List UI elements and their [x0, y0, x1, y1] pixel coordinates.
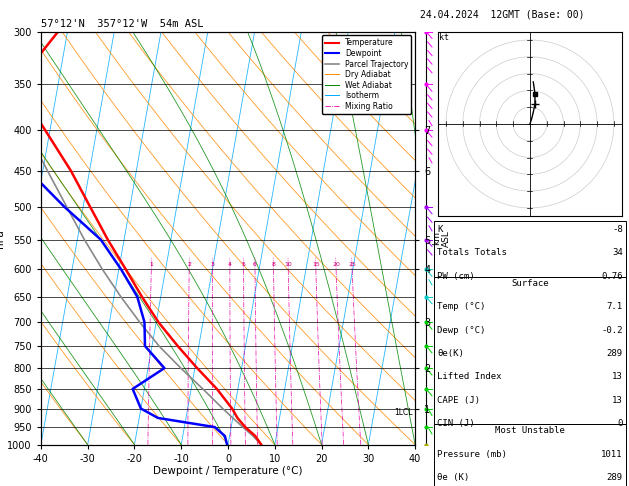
Text: -8: -8	[612, 225, 623, 234]
Text: 289: 289	[606, 349, 623, 358]
Text: 1LCL: 1LCL	[394, 408, 413, 417]
Text: kt: kt	[439, 33, 449, 42]
Text: θe (K): θe (K)	[437, 473, 469, 482]
Text: 1: 1	[150, 261, 153, 266]
Text: 5: 5	[242, 261, 245, 266]
Text: Lifted Index: Lifted Index	[437, 372, 502, 382]
Bar	[434, 424, 626, 486]
Text: CIN (J): CIN (J)	[437, 419, 475, 428]
Text: 15: 15	[312, 261, 320, 266]
Text: 7.1: 7.1	[606, 302, 623, 312]
Text: 13: 13	[612, 396, 623, 405]
Text: 13: 13	[612, 372, 623, 382]
Text: Most Unstable: Most Unstable	[495, 426, 565, 435]
Text: 1011: 1011	[601, 450, 623, 459]
Text: 24.04.2024  12GMT (Base: 00): 24.04.2024 12GMT (Base: 00)	[420, 9, 585, 19]
Text: CAPE (J): CAPE (J)	[437, 396, 480, 405]
Text: Surface: Surface	[511, 279, 548, 288]
Text: 3: 3	[211, 261, 214, 266]
Y-axis label: hPa: hPa	[0, 229, 4, 247]
Text: 2: 2	[187, 261, 191, 266]
Text: 0.76: 0.76	[601, 272, 623, 281]
Text: -0.2: -0.2	[601, 326, 623, 335]
Text: 6: 6	[253, 261, 257, 266]
Y-axis label: km
ASL: km ASL	[431, 230, 451, 246]
Text: K: K	[437, 225, 443, 234]
Text: PW (cm): PW (cm)	[437, 272, 475, 281]
Text: 289: 289	[606, 473, 623, 482]
Text: Pressure (mb): Pressure (mb)	[437, 450, 507, 459]
Text: 25: 25	[348, 261, 356, 266]
Text: 4: 4	[228, 261, 232, 266]
Text: 34: 34	[612, 248, 623, 258]
Text: 0: 0	[617, 419, 623, 428]
Text: θe(K): θe(K)	[437, 349, 464, 358]
Text: 57°12'N  357°12'W  54m ASL: 57°12'N 357°12'W 54m ASL	[41, 19, 203, 30]
Text: Totals Totals: Totals Totals	[437, 248, 507, 258]
Text: 20: 20	[332, 261, 340, 266]
Text: Temp (°C): Temp (°C)	[437, 302, 486, 312]
Legend: Temperature, Dewpoint, Parcel Trajectory, Dry Adiabat, Wet Adiabat, Isotherm, Mi: Temperature, Dewpoint, Parcel Trajectory…	[322, 35, 411, 114]
Bar	[434, 277, 626, 424]
Text: Dewp (°C): Dewp (°C)	[437, 326, 486, 335]
X-axis label: Dewpoint / Temperature (°C): Dewpoint / Temperature (°C)	[153, 467, 303, 476]
Text: 10: 10	[284, 261, 292, 266]
Text: 8: 8	[272, 261, 276, 266]
Bar	[434, 221, 626, 277]
